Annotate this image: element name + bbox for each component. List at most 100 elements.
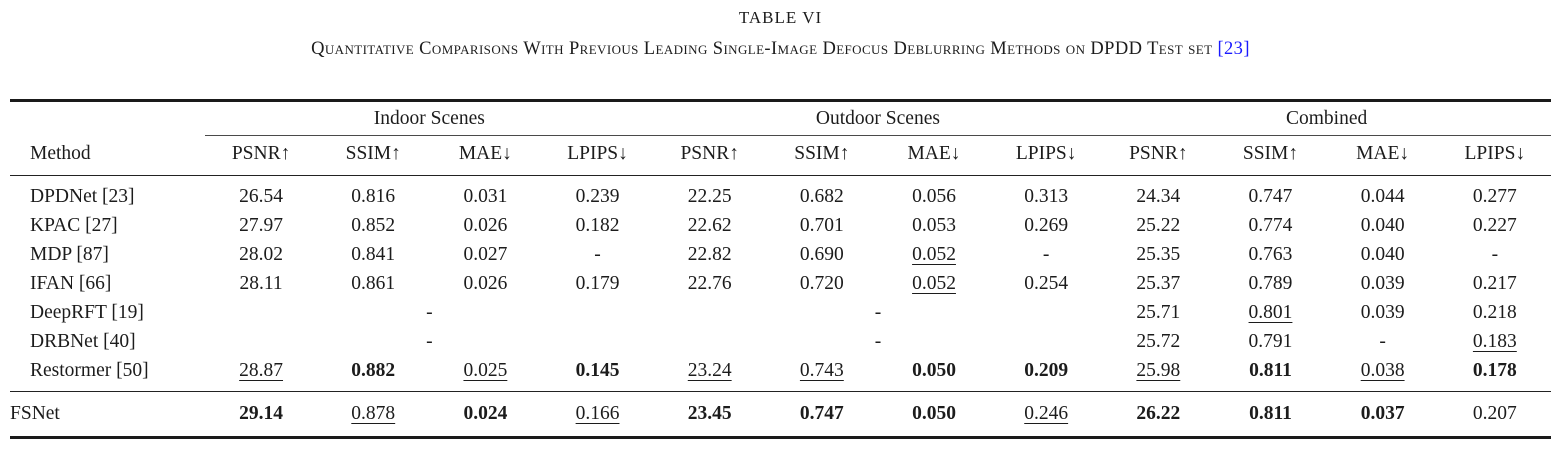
value-text: 0.217 [1472, 273, 1517, 294]
metric-header-row: Method PSNR↑ SSIM↑ MAE↓ LPIPS↓ PSNR↑ SSIM↑ MAE↓… [10, 135, 1551, 176]
value-text: 0.747 [799, 403, 844, 424]
value-text: 0.246 [1024, 403, 1069, 424]
table-row: Restormer [50] 28.87 0.882 0.025 0.145 23.24 0… [10, 356, 1551, 392]
value-cell: 0.218 [1439, 298, 1551, 327]
value-cell: 0.791 [1214, 327, 1326, 356]
metric-column-header: PSNR↑ [1102, 135, 1215, 176]
value-cell: 24.34 [1102, 176, 1214, 212]
header-spacer [10, 101, 205, 136]
value-text: 0.774 [1248, 215, 1293, 236]
value-cell: 0.277 [1439, 176, 1551, 212]
value-cell: 0.166 [541, 392, 653, 438]
value-text: 0.207 [1472, 403, 1517, 424]
value-text: 22.62 [687, 215, 732, 236]
value-cell: 0.682 [766, 176, 878, 212]
citation-link[interactable]: [23] [1217, 39, 1250, 59]
value-text: - [426, 302, 433, 323]
value-text: 0.052 [912, 244, 956, 265]
metric-column-header: MAE↓ [429, 135, 542, 176]
value-cell: 0.254 [990, 269, 1102, 298]
value-cell: 25.22 [1102, 211, 1214, 240]
value-cell: 0.027 [429, 240, 541, 269]
value-cell: 0.050 [878, 392, 990, 438]
value-text: 0.801 [1248, 302, 1293, 323]
value-text: 0.789 [1248, 273, 1293, 294]
value-cell: 0.811 [1214, 356, 1327, 392]
value-text: 25.98 [1136, 360, 1181, 381]
value-text: 0.239 [575, 186, 620, 207]
group-header: Combined [1102, 100, 1551, 136]
value-text: 0.218 [1472, 302, 1517, 323]
group-header-row: Indoor Scenes Outdoor Scenes Combined [10, 100, 1551, 136]
value-text: 0.026 [463, 215, 508, 236]
table-row: MDP [87] 28.02 0.841 0.027 - 22.82 0.690 0.052 -… [10, 240, 1551, 269]
value-cell: - [654, 327, 1103, 356]
value-cell: 0.801 [1214, 298, 1326, 327]
value-cell: 0.038 [1326, 356, 1439, 392]
value-text: 0.037 [1360, 403, 1405, 424]
value-text: - [874, 331, 882, 352]
value-cell: 0.878 [317, 392, 429, 438]
value-text: 0.024 [463, 403, 508, 424]
value-text: 26.22 [1136, 403, 1181, 424]
value-text: 0.852 [351, 215, 396, 236]
table-number: TABLE VI [738, 8, 823, 27]
value-cell: 25.37 [1102, 269, 1214, 298]
value-cell: 23.45 [654, 392, 766, 438]
value-cell: 25.35 [1102, 240, 1214, 269]
value-cell: 0.182 [541, 211, 653, 240]
table-row: DRBNet [40] - - 25.72 0.791 - 0.183 [10, 327, 1551, 356]
value-text: 0.747 [1248, 186, 1293, 207]
value-cell: - [990, 240, 1102, 269]
table-row: FSNet 29.14 0.878 0.024 0.166 23.45 0.747 0.050… [10, 392, 1551, 438]
value-cell: 0.789 [1214, 269, 1326, 298]
value-cell: 0.246 [990, 392, 1102, 438]
method-column-header: Method [10, 135, 205, 176]
metric-column-header: PSNR↑ [653, 135, 766, 176]
value-text: 0.763 [1248, 244, 1293, 265]
value-cell: 0.841 [317, 240, 429, 269]
value-cell: 0.040 [1327, 211, 1439, 240]
value-text: 29.14 [239, 403, 284, 424]
value-text: 0.056 [912, 186, 956, 207]
value-text: 0.026 [463, 273, 508, 294]
value-cell: - [541, 240, 653, 269]
method-cell: FSNet [10, 403, 60, 424]
value-text: 0.861 [351, 273, 396, 294]
value-text: 0.182 [575, 215, 620, 236]
value-text: 0.040 [1360, 215, 1405, 236]
value-text: 28.11 [239, 273, 283, 294]
value-text: 0.027 [463, 244, 508, 265]
value-text: 22.82 [687, 244, 732, 265]
value-cell: 26.54 [205, 176, 317, 212]
value-cell: 0.052 [878, 269, 990, 298]
value-text: 0.031 [463, 186, 508, 207]
value-text: 0.811 [1249, 360, 1292, 381]
value-text: 0.053 [912, 215, 956, 236]
method-cell: Restormer [50] [10, 356, 205, 392]
value-cell: 0.774 [1214, 211, 1326, 240]
value-cell: 0.178 [1438, 356, 1551, 392]
value-cell: 0.179 [541, 269, 653, 298]
value-text: 0.050 [912, 360, 956, 381]
value-cell: 28.11 [205, 269, 317, 298]
value-cell: - [1327, 327, 1439, 356]
method-cell: KPAC [27] [30, 215, 118, 236]
value-cell: 0.227 [1439, 211, 1551, 240]
value-cell: 0.861 [317, 269, 429, 298]
value-cell: 0.207 [1439, 392, 1551, 438]
value-text: 0.166 [575, 403, 620, 424]
metric-column-header: LPIPS↓ [541, 135, 654, 176]
table-title: Quantitative Comparisons With Previous L… [0, 37, 1561, 61]
group-header: Indoor Scenes [205, 100, 654, 136]
value-text: 22.76 [687, 273, 732, 294]
value-text: 0.313 [1024, 186, 1069, 207]
value-text: 0.178 [1472, 360, 1517, 381]
value-cell: 29.14 [205, 392, 317, 438]
value-text: 0.690 [799, 244, 844, 265]
value-cell: 22.76 [654, 269, 766, 298]
group-header: Outdoor Scenes [653, 100, 1103, 136]
value-text: 0.145 [575, 360, 620, 381]
table-row: DeepRFT [19] - - 25.71 0.801 0.039 0.218 [10, 298, 1551, 327]
value-text: 0.277 [1472, 186, 1517, 207]
